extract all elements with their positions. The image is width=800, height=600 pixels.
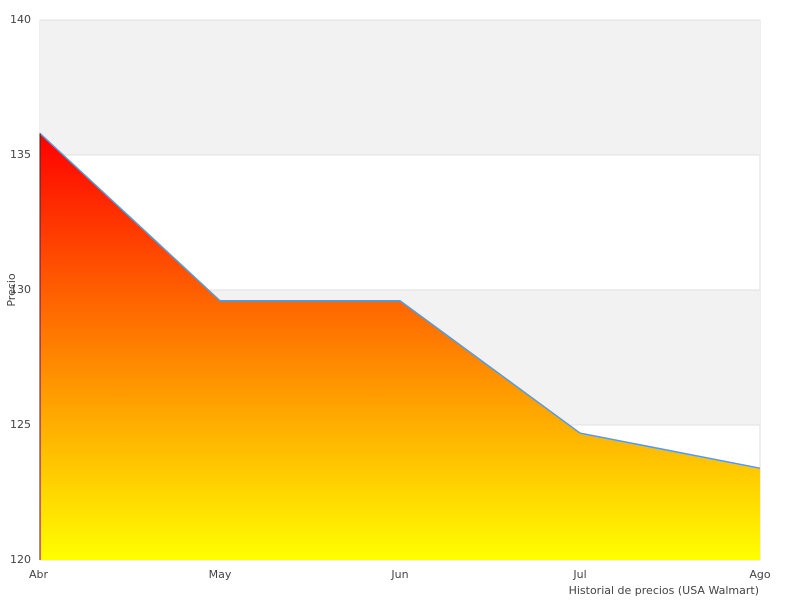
y-tick-label: 120: [10, 553, 31, 566]
y-tick-label: 135: [10, 148, 31, 161]
y-tick-label: 130: [10, 283, 31, 296]
x-tick-label: Ago: [749, 568, 771, 581]
y-axis-title: Precio: [5, 273, 18, 307]
y-tick-label: 125: [10, 418, 31, 431]
x-tick-label: Jun: [390, 568, 408, 581]
area: [40, 133, 760, 560]
grid-band: [40, 20, 760, 155]
y-tick-label: 140: [10, 13, 31, 26]
line: [39, 132, 761, 469]
x-tick-label: Jul: [572, 568, 586, 581]
x-tick-label: Abr: [29, 568, 49, 581]
x-axis-title: Historial de precios (USA Walmart): [569, 584, 759, 597]
x-tick-label: May: [209, 568, 232, 581]
